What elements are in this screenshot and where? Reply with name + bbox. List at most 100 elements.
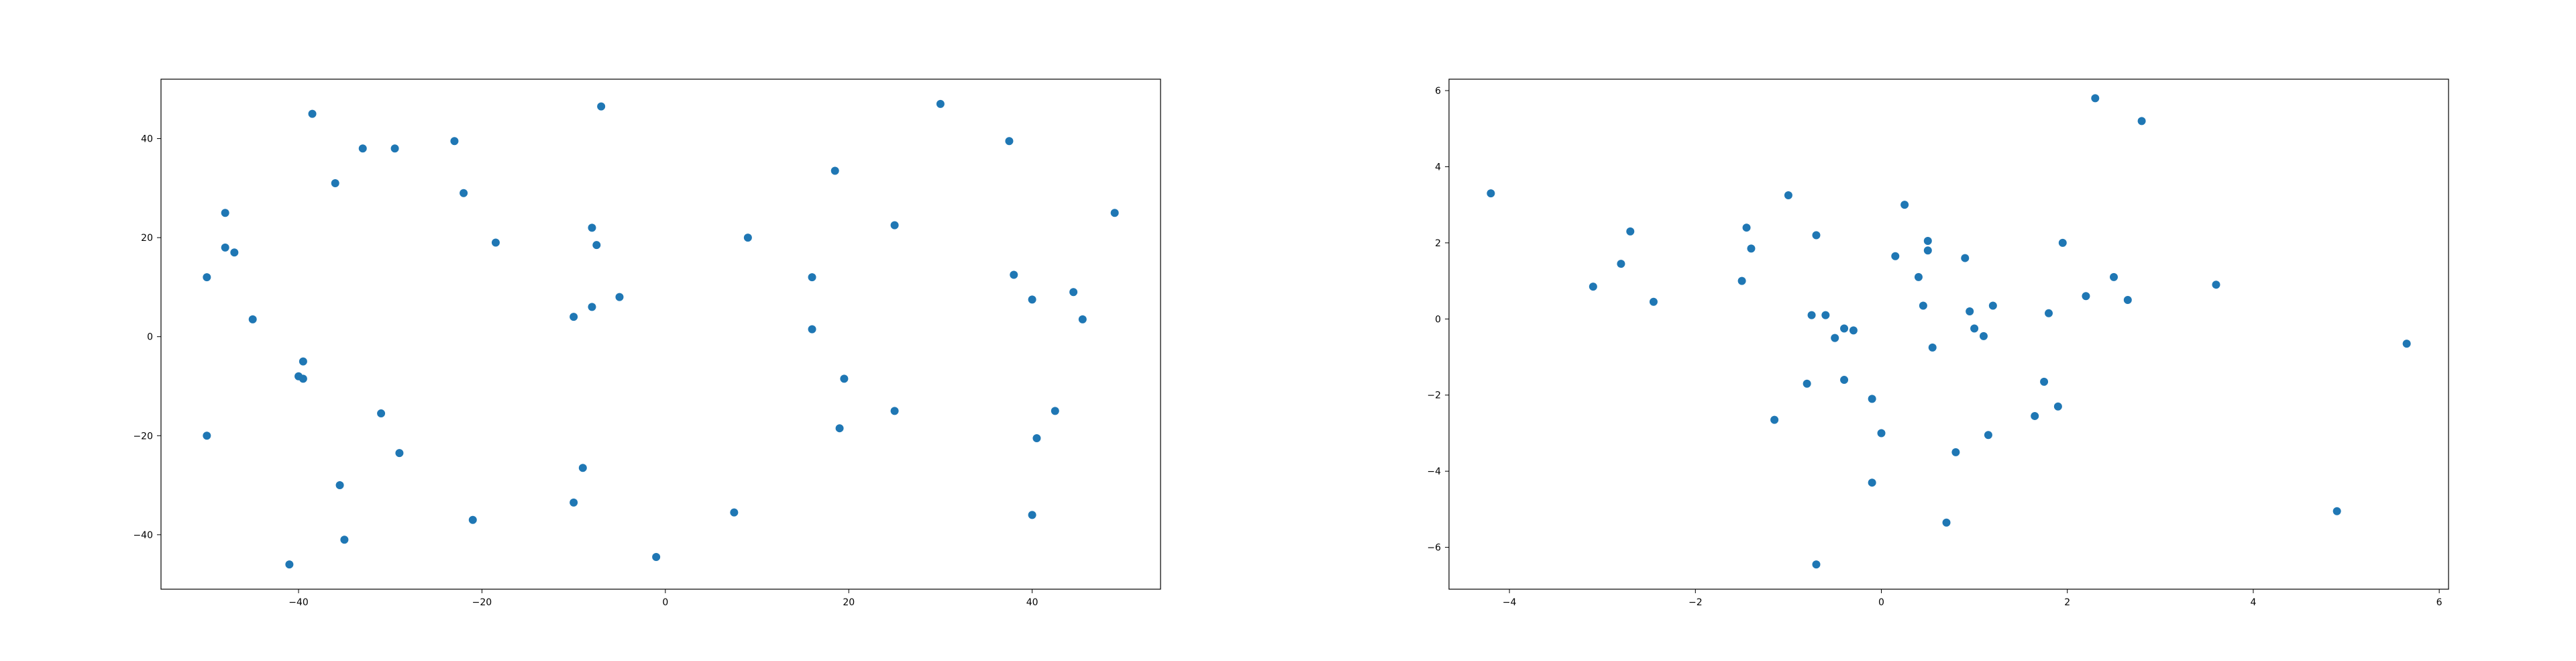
- data-point: [2137, 117, 2146, 125]
- data-point: [331, 179, 339, 187]
- data-point: [468, 515, 477, 524]
- data-point: [1032, 434, 1041, 442]
- x-tick-label: −2: [1688, 597, 1703, 608]
- data-point: [1005, 137, 1014, 146]
- y-tick-label: −40: [133, 530, 153, 541]
- y-tick-label: 2: [1435, 238, 1441, 249]
- data-point: [808, 325, 816, 334]
- data-point: [248, 315, 257, 323]
- data-point: [2082, 292, 2090, 301]
- data-point: [1923, 246, 1932, 255]
- y-tick-label: 0: [147, 332, 153, 343]
- data-point: [808, 273, 816, 282]
- data-point: [2402, 340, 2411, 348]
- data-point: [2058, 238, 2067, 247]
- data-point: [1951, 448, 1960, 456]
- data-point: [1970, 324, 1979, 333]
- data-point: [840, 374, 849, 383]
- data-point: [1868, 395, 1876, 403]
- data-point: [1010, 270, 1018, 279]
- data-point: [1747, 244, 1756, 253]
- data-point: [390, 144, 399, 153]
- data-point: [395, 449, 404, 458]
- data-point: [615, 293, 624, 301]
- data-point: [1966, 307, 1974, 315]
- y-tick-label: −6: [1427, 543, 1441, 554]
- data-point: [1078, 315, 1087, 323]
- data-point: [2040, 377, 2049, 386]
- data-point: [1840, 324, 1849, 333]
- data-point: [890, 407, 899, 415]
- data-point: [1988, 301, 1997, 310]
- data-point: [203, 273, 211, 282]
- data-point: [340, 536, 349, 544]
- data-point: [1626, 227, 1635, 236]
- data-point: [1487, 189, 1495, 198]
- data-point: [1840, 376, 1849, 385]
- data-point: [1028, 295, 1036, 304]
- data-point: [1803, 379, 1811, 388]
- data-point: [1742, 223, 1751, 232]
- data-point: [1617, 260, 1625, 268]
- x-tick-label: −20: [472, 597, 492, 608]
- data-point: [2212, 281, 2220, 289]
- data-point: [335, 481, 344, 490]
- data-point: [377, 409, 386, 418]
- data-point: [2045, 309, 2053, 317]
- data-point: [588, 303, 596, 311]
- data-point: [2332, 507, 2341, 515]
- data-point: [1770, 415, 1779, 424]
- data-point: [230, 248, 239, 257]
- data-point: [1812, 560, 1821, 569]
- data-point: [936, 99, 945, 108]
- data-point: [2053, 402, 2062, 411]
- data-point: [1877, 429, 1886, 438]
- data-point: [743, 234, 752, 242]
- data-point: [1807, 311, 1816, 319]
- data-point: [1919, 301, 1927, 310]
- data-point: [1028, 511, 1036, 519]
- data-point: [1649, 297, 1658, 306]
- data-point: [2123, 295, 2132, 304]
- y-tick-label: −4: [1427, 466, 1441, 477]
- x-tick-label: −40: [288, 597, 309, 608]
- y-tick-label: −2: [1427, 391, 1441, 401]
- data-point: [1914, 272, 1923, 281]
- data-point: [1891, 252, 1900, 260]
- axes-frame: [160, 79, 1161, 590]
- x-tick-label: 6: [2436, 597, 2443, 608]
- y-tick-label: 20: [141, 233, 153, 244]
- x-tick-label: 4: [2250, 597, 2256, 608]
- data-point: [1923, 237, 1932, 246]
- data-point: [358, 144, 367, 153]
- x-tick-label: 0: [662, 597, 668, 608]
- data-point: [450, 137, 459, 146]
- data-point: [1784, 191, 1792, 199]
- data-point: [592, 241, 601, 250]
- x-tick-label: 40: [1026, 597, 1038, 608]
- scatter-chart-left: −40 −20 0 20 40 −40 −20 0 20 40: [133, 79, 1161, 608]
- data-point: [285, 560, 294, 569]
- data-point: [2031, 411, 2039, 420]
- data-point: [588, 223, 596, 232]
- y-tick-label: −20: [133, 431, 153, 442]
- data-point: [1069, 288, 1078, 297]
- data-point: [1928, 343, 1937, 352]
- data-point: [1831, 334, 1839, 342]
- y-tick-label: 40: [141, 134, 153, 145]
- data-point: [1110, 209, 1119, 217]
- data-point: [2110, 272, 2118, 281]
- data-point: [203, 431, 211, 440]
- data-point: [597, 102, 606, 111]
- data-point: [1589, 283, 1597, 291]
- data-point: [1979, 332, 1988, 340]
- axes-frame: [1448, 79, 2449, 590]
- data-point: [1812, 231, 1821, 240]
- y-tick-label: 0: [1435, 314, 1441, 325]
- x-tick-label: 0: [1878, 597, 1884, 608]
- data-point: [1868, 478, 1876, 487]
- data-point: [1900, 201, 1909, 209]
- data-point: [830, 166, 839, 175]
